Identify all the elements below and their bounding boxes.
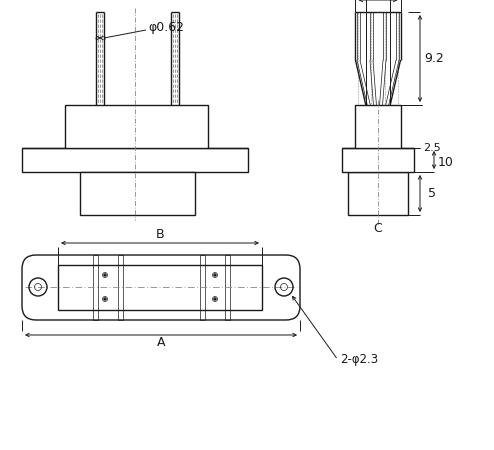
Circle shape [214, 298, 216, 300]
Text: 2-φ2.3: 2-φ2.3 [340, 354, 378, 366]
Text: φ0.62: φ0.62 [148, 22, 184, 35]
Bar [355, 105, 401, 148]
Bar [342, 148, 414, 172]
Text: C: C [373, 221, 382, 234]
Text: 2.5: 2.5 [423, 143, 441, 153]
Circle shape [104, 298, 106, 300]
Circle shape [214, 274, 216, 276]
Text: A: A [157, 337, 165, 350]
Bar [22, 148, 248, 172]
Text: 10: 10 [438, 156, 454, 168]
Bar [58, 265, 262, 310]
Text: 5: 5 [428, 187, 436, 200]
Text: B: B [156, 229, 165, 242]
Text: 9.2: 9.2 [424, 52, 444, 65]
Bar [65, 105, 208, 148]
Bar [80, 172, 195, 215]
FancyBboxPatch shape [22, 255, 300, 320]
Bar [348, 172, 408, 215]
Circle shape [104, 274, 106, 276]
